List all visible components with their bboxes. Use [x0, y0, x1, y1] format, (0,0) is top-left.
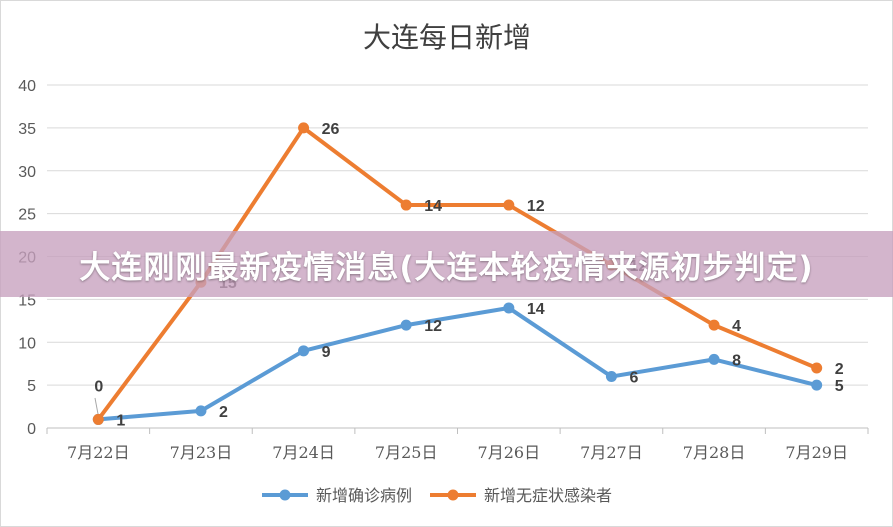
data-label: 14	[424, 198, 442, 215]
x-tick-label: 7月22日	[67, 443, 130, 462]
legend-marker-1	[447, 489, 459, 501]
data-point	[708, 353, 720, 365]
data-label: 8	[732, 352, 741, 369]
series-line-0	[96, 305, 819, 422]
y-tick-label: 0	[27, 421, 36, 438]
x-tick-label: 7月27日	[580, 443, 643, 462]
data-point	[811, 379, 823, 391]
y-tick-label: 10	[18, 335, 36, 352]
y-tick-label: 5	[27, 378, 36, 395]
legend-label-1: 新增无症状感染者	[484, 486, 612, 505]
data-point	[298, 122, 310, 134]
data-label: 0	[94, 378, 103, 395]
x-tick-label: 7月25日	[375, 443, 438, 462]
data-point	[708, 319, 720, 331]
data-point	[400, 199, 412, 211]
data-label: 12	[527, 198, 545, 215]
data-label: 26	[322, 121, 340, 138]
y-tick-label: 35	[18, 121, 36, 138]
x-tick-label: 7月24日	[272, 443, 335, 462]
gridlines	[47, 84, 868, 429]
data-point	[298, 345, 310, 357]
chart-title: 大连每日新增	[363, 21, 531, 54]
legend-marker-0	[279, 489, 291, 501]
data-point	[811, 362, 823, 374]
data-label: 1	[116, 412, 125, 429]
x-tick-label: 7月26日	[478, 443, 541, 462]
x-tick-label: 7月28日	[683, 443, 746, 462]
data-point	[92, 413, 104, 425]
headline-banner: 大连刚刚最新疫情消息(大连本轮疫情来源初步判定)	[0, 231, 893, 297]
y-tick-label: 25	[18, 207, 36, 224]
headline-text: 大连刚刚最新疫情消息(大连本轮疫情来源初步判定)	[79, 249, 814, 286]
data-point	[503, 302, 515, 314]
y-tick-label: 40	[18, 78, 36, 95]
data-point	[400, 319, 412, 331]
data-label: 12	[424, 318, 442, 335]
legend: 新增确诊病例 新增无症状感染者	[262, 486, 612, 505]
x-tick-label: 7月23日	[170, 443, 233, 462]
data-label: 4	[732, 318, 741, 335]
label-leader-line	[94, 397, 99, 415]
x-axis-ticks: 7月22日 7月23日 7月24日 7月25日 7月26日 7月27日 7月28日 7月29日	[46, 428, 869, 462]
data-label: 6	[629, 370, 638, 387]
data-label: 14	[527, 301, 545, 318]
data-label: 2	[219, 404, 228, 421]
data-point	[605, 371, 617, 383]
data-point	[503, 199, 515, 211]
data-label: 5	[835, 378, 844, 395]
data-label: 9	[322, 344, 331, 361]
y-tick-label: 30	[18, 164, 36, 181]
data-point	[195, 405, 207, 417]
x-tick-label: 7月29日	[785, 443, 848, 462]
data-label: 2	[835, 361, 844, 378]
legend-label-0: 新增确诊病例	[316, 486, 412, 505]
